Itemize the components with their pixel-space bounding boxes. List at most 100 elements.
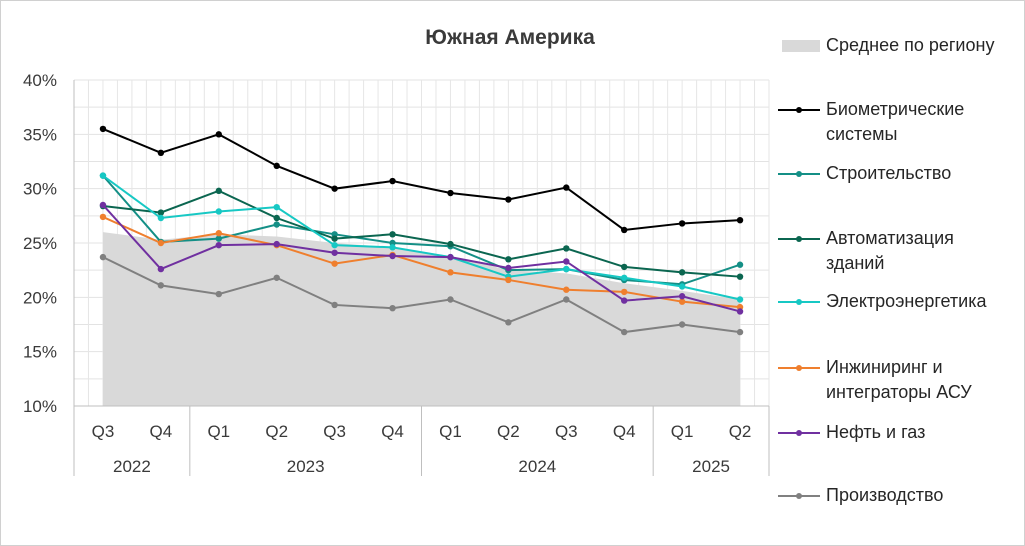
- series-point: [621, 328, 628, 336]
- area-regional-average: [102, 232, 741, 406]
- series-point: [99, 253, 107, 261]
- y-tick-label: 10%: [23, 397, 57, 416]
- x-tick-label: Q1: [439, 422, 462, 441]
- legend-label: Нефть и газ: [826, 422, 926, 442]
- series-line-6: [102, 256, 741, 334]
- series-point: [273, 203, 280, 211]
- series-point: [563, 286, 570, 293]
- series-point: [273, 214, 280, 222]
- series-point: [157, 209, 165, 216]
- series-point: [563, 265, 570, 273]
- series-point: [273, 162, 280, 170]
- x-tick-label: Q3: [323, 422, 346, 441]
- series-point: [331, 235, 338, 242]
- series-point: [505, 196, 512, 203]
- series-point: [215, 187, 222, 195]
- series-point: [389, 305, 396, 312]
- series-point: [678, 220, 686, 227]
- series-point: [447, 253, 454, 261]
- year-label: 2022: [113, 457, 151, 476]
- series-point: [99, 172, 107, 179]
- series-point: [678, 321, 686, 328]
- x-tick-label: Q1: [671, 422, 694, 441]
- series-point: [621, 274, 628, 281]
- series-line-0: [102, 127, 741, 231]
- legend-swatch-marker: [796, 365, 802, 371]
- legend-label: Инжиниринг и интеграторы АСУ: [826, 357, 972, 402]
- x-tick-label: Q3: [92, 422, 115, 441]
- series-point: [621, 288, 628, 296]
- series-line-2: [102, 189, 741, 278]
- series-line-1: [102, 174, 741, 286]
- series-point: [215, 230, 222, 237]
- x-tick-label: Q4: [613, 422, 636, 441]
- legend-swatch-marker: [796, 236, 802, 242]
- series-point: [736, 273, 744, 280]
- series-point: [215, 131, 222, 138]
- series-point: [215, 235, 222, 242]
- series-point: [99, 125, 107, 133]
- y-tick-label: 40%: [23, 71, 57, 90]
- x-tick-label: Q1: [207, 422, 230, 441]
- chart-title: Южная Америка: [425, 26, 595, 49]
- series-line-4: [102, 216, 741, 309]
- legend-label: Автоматизация зданий: [826, 228, 954, 273]
- year-label: 2023: [287, 457, 325, 476]
- y-tick-label: 15%: [23, 343, 57, 362]
- series-point: [505, 319, 512, 326]
- series-point: [678, 283, 686, 290]
- series-point: [736, 308, 744, 315]
- series-point: [331, 185, 338, 192]
- legend-swatch-marker: [796, 493, 802, 499]
- series-point: [273, 221, 280, 228]
- series-point: [389, 177, 396, 185]
- series-point: [331, 260, 338, 267]
- legend-swatch-marker: [796, 107, 802, 113]
- series-point: [505, 256, 512, 263]
- series-point: [215, 241, 222, 249]
- series-point: [678, 293, 686, 300]
- series-point: [215, 290, 222, 298]
- series-point: [621, 263, 628, 271]
- series-point: [505, 264, 512, 272]
- series-point: [273, 240, 280, 248]
- series-point: [563, 258, 570, 265]
- series-point: [736, 328, 744, 336]
- series-point: [447, 296, 454, 303]
- series-point: [331, 301, 338, 309]
- series-point: [736, 216, 744, 224]
- year-label: 2024: [518, 457, 556, 476]
- legend-label: Электроэнергетика: [826, 291, 987, 311]
- x-tick-label: Q3: [555, 422, 578, 441]
- series-point: [157, 265, 165, 273]
- legend-swatch-area: [782, 40, 820, 52]
- series-point: [736, 261, 744, 268]
- series-point: [157, 282, 165, 289]
- series-point: [447, 189, 454, 197]
- series-point: [389, 231, 396, 238]
- series-line-5: [102, 204, 741, 313]
- y-tick-label: 25%: [23, 234, 57, 253]
- series-point: [678, 298, 686, 305]
- series-point: [99, 201, 107, 209]
- series-point: [563, 296, 570, 303]
- series-point: [389, 252, 396, 260]
- x-tick-label: Q2: [265, 422, 288, 441]
- series-point: [273, 274, 280, 281]
- legend-label: Биометрические системы: [826, 99, 965, 144]
- series-point: [157, 214, 165, 222]
- legend-swatch-marker: [796, 171, 802, 177]
- series-point: [157, 239, 165, 247]
- series-point: [99, 213, 107, 221]
- legend-swatch-marker: [796, 430, 802, 436]
- legend-label: Строительство: [826, 163, 952, 183]
- series-point: [157, 149, 165, 157]
- series-line-3: [102, 174, 741, 301]
- series-point: [621, 226, 628, 234]
- series-point: [331, 249, 338, 256]
- series-point: [563, 245, 570, 252]
- x-tick-label: Q4: [150, 422, 173, 441]
- x-tick-label: Q2: [729, 422, 752, 441]
- year-label: 2025: [692, 457, 730, 476]
